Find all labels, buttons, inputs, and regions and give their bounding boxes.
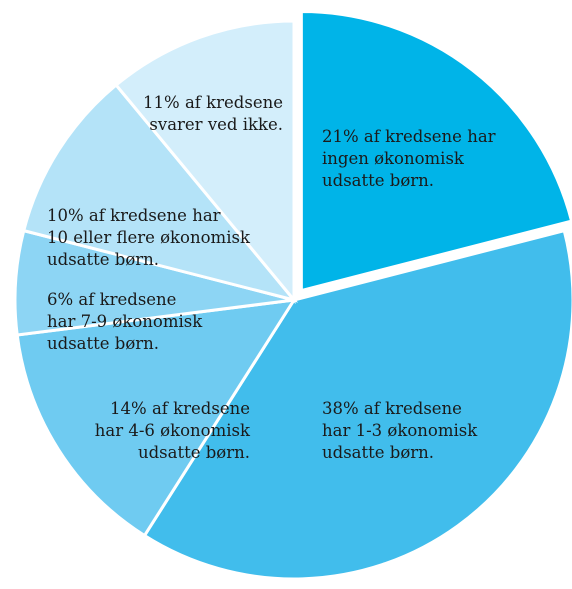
slice-label-line: udsatte børn.: [47, 334, 159, 353]
slice-label-line: 6% af kredsene: [47, 290, 176, 309]
slice-label-line: 10% af kredsene har: [47, 206, 221, 225]
slice-label-line: har 1-3 økonomisk: [322, 421, 478, 440]
slice-label-line: 38% af kredsene: [322, 399, 462, 418]
slice-label-line: 10 eller flere økonomisk: [47, 228, 251, 247]
slice-label-line: udsatte børn.: [47, 250, 159, 269]
slice-label-line: 11% af kredsene: [143, 93, 283, 112]
slice-label-line: ingen økonomisk: [322, 149, 465, 168]
slice-label-line: udsatte børn.: [322, 171, 434, 190]
slice-label-line: udsatte børn.: [322, 443, 434, 462]
slice-label-line: 14% af kredsene: [110, 399, 250, 418]
slice-label-line: udsatte børn.: [138, 443, 250, 462]
slice-label-line: har 4-6 økonomisk: [95, 421, 251, 440]
slice-label-line: 21% af kredsene har: [322, 127, 496, 146]
slice-label-line: svarer ved ikke.: [149, 115, 283, 134]
slice-label-line: har 7-9 økonomisk: [47, 312, 203, 331]
